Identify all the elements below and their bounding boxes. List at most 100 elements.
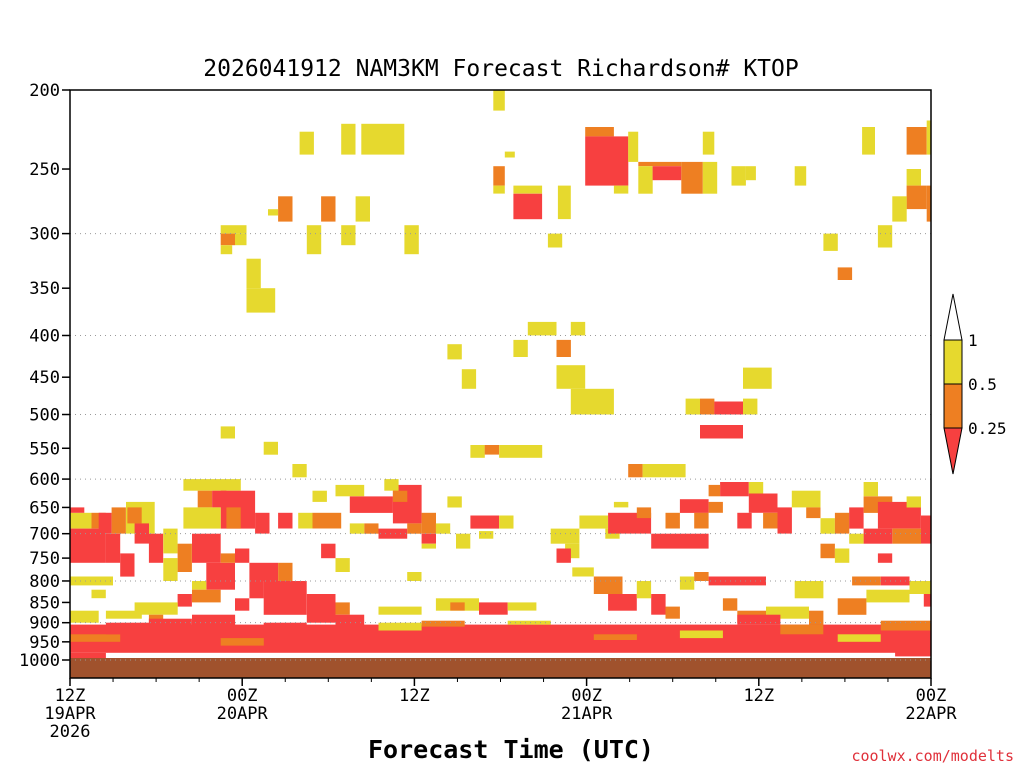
- data-cell: [392, 490, 408, 502]
- data-cell: [880, 620, 931, 631]
- data-cell: [163, 528, 178, 554]
- data-cell: [299, 131, 314, 155]
- data-cell: [613, 501, 629, 508]
- data-cell: [306, 594, 336, 623]
- data-cell: [708, 501, 723, 513]
- data-cell: [722, 598, 738, 611]
- data-cell: [679, 576, 695, 590]
- data-cell: [892, 196, 907, 222]
- data-cell: [220, 426, 235, 439]
- data-cell: [447, 344, 462, 360]
- data-cell: [447, 496, 462, 508]
- data-cell: [608, 594, 637, 611]
- data-cell: [404, 225, 419, 255]
- data-cell: [312, 512, 342, 529]
- data-cell: [909, 581, 931, 594]
- data-cell: [849, 533, 864, 544]
- data-cell: [220, 225, 247, 234]
- data-cell: [378, 528, 408, 539]
- data-cell: [743, 367, 772, 389]
- y-tick-label: 450: [29, 368, 60, 388]
- colorbar-top-arrow: [943, 293, 963, 341]
- data-cell: [849, 507, 864, 529]
- data-cells: [70, 90, 931, 660]
- data-cell: [731, 166, 746, 186]
- data-cell: [791, 490, 821, 508]
- y-tick-label: 600: [29, 470, 60, 490]
- data-cell: [321, 196, 336, 222]
- data-cell: [192, 589, 221, 603]
- data-cell: [906, 127, 927, 155]
- data-cell: [556, 365, 586, 389]
- y-tick-label: 900: [29, 614, 60, 634]
- data-cell: [866, 589, 910, 603]
- data-cell: [378, 606, 422, 615]
- data-cell: [636, 581, 652, 599]
- y-tick-label: 800: [29, 572, 60, 592]
- data-cell: [694, 512, 709, 529]
- data-cell: [499, 515, 514, 529]
- data-cell: [737, 512, 752, 529]
- data-cell: [550, 528, 580, 544]
- data-cell: [192, 581, 207, 590]
- y-tick-label: 950: [29, 633, 60, 653]
- y-tick-label: 850: [29, 593, 60, 613]
- x-tick-label: 12Z: [399, 686, 430, 706]
- y-tick-label: 300: [29, 225, 60, 245]
- data-cell: [70, 652, 106, 660]
- data-cell: [527, 321, 557, 336]
- data-cell: [364, 523, 379, 534]
- data-cell: [120, 553, 135, 577]
- data-cell: [479, 602, 508, 615]
- data-cell: [470, 515, 500, 529]
- data-cell: [493, 185, 505, 194]
- data-cell: [220, 245, 233, 255]
- data-cell: [513, 193, 543, 220]
- data-cell: [183, 479, 241, 491]
- data-cell: [605, 528, 620, 539]
- data-cell: [70, 512, 92, 529]
- data-cell: [700, 425, 743, 439]
- data-cell: [877, 553, 893, 563]
- data-cell: [421, 533, 436, 544]
- x-tick-label: 20APR: [217, 704, 269, 724]
- data-cell: [926, 120, 931, 155]
- gridlines: [70, 233, 931, 661]
- credit-text: coolwx.com/modelts: [851, 747, 1014, 765]
- data-cell: [421, 620, 465, 627]
- data-cell: [312, 490, 327, 502]
- data-cell: [892, 528, 921, 544]
- data-cell: [700, 398, 715, 415]
- data-cell: [702, 131, 715, 155]
- data-cell: [685, 398, 700, 415]
- data-cell: [652, 166, 682, 181]
- data-cell: [513, 339, 528, 357]
- data-cell: [906, 185, 927, 210]
- data-cell: [421, 512, 436, 534]
- x-tick-label: 12Z: [55, 686, 86, 706]
- data-cell: [263, 581, 307, 615]
- data-cell: [292, 464, 307, 478]
- data-cell: [278, 196, 293, 222]
- data-cell: [105, 533, 121, 563]
- data-cell: [507, 620, 551, 625]
- data-cell: [349, 496, 393, 513]
- data-cell: [192, 614, 236, 627]
- ground-fill: [70, 658, 931, 678]
- data-cell: [834, 548, 850, 563]
- data-cell: [220, 553, 235, 563]
- y-tick-label: 200: [29, 81, 60, 101]
- data-cell: [148, 533, 164, 563]
- data-cell: [852, 576, 881, 586]
- data-cell: [268, 209, 278, 216]
- data-cell: [263, 622, 307, 635]
- data-cell: [777, 507, 792, 534]
- y-axis: 200 250 300 350 400 450 500 550 600 650 700 750 8008…: [19, 81, 70, 671]
- data-cell: [794, 581, 824, 599]
- data-cell: [570, 321, 586, 336]
- y-tick-label: 550: [29, 439, 60, 459]
- data-cell: [702, 161, 718, 194]
- data-cell: [806, 507, 821, 519]
